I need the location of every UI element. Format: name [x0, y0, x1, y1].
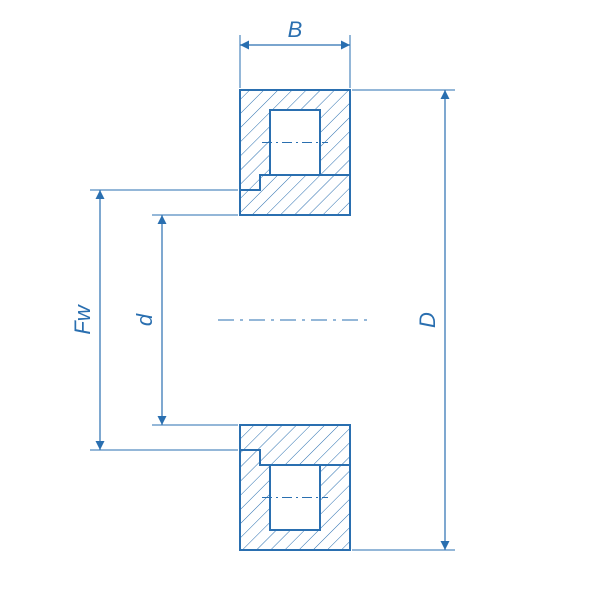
- drawing-group: B Dd Fw: [70, 17, 455, 550]
- dim-label-D: D: [415, 312, 440, 328]
- dim-label-Fw: Fw: [70, 303, 95, 334]
- arrowhead: [240, 41, 249, 50]
- arrowhead: [96, 190, 105, 199]
- arrowhead: [341, 41, 350, 50]
- bearing-diagram: B Dd Fw: [0, 0, 600, 600]
- dim-label-B: B: [288, 17, 303, 42]
- arrowhead: [441, 541, 450, 550]
- arrowhead: [96, 441, 105, 450]
- arrowhead: [441, 90, 450, 99]
- dim-label-d: d: [132, 313, 157, 326]
- arrowhead: [158, 215, 167, 224]
- arrowhead: [158, 416, 167, 425]
